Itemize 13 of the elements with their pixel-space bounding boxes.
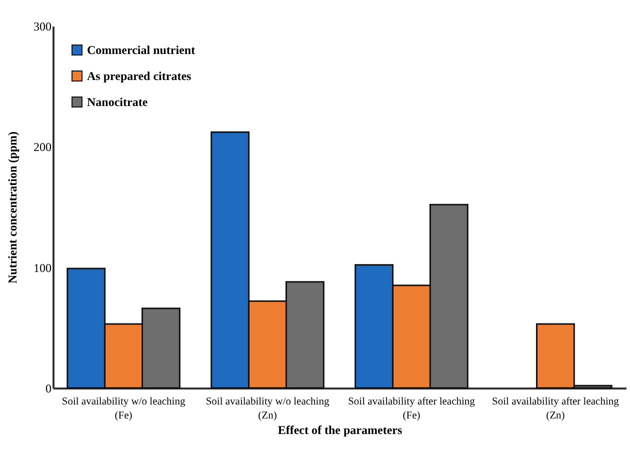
legend-label: As prepared citrates	[87, 69, 192, 83]
y-tick-label: 100	[34, 260, 52, 275]
x-axis-title: Effect of the parameters	[278, 423, 402, 437]
x-tick-label: Soil availability w/o leaching (Fe)	[62, 396, 186, 422]
legend-label: Commercial nutrient	[87, 43, 196, 57]
x-tick-label: Soil availability w/o leaching (Zn)	[206, 396, 330, 422]
y-axis-title: Nutrient concentration (ppm)	[6, 132, 20, 284]
x-tick-label: Soil availability after leaching (Zn)	[492, 396, 620, 422]
legend-label: Nanocitrate	[87, 95, 148, 109]
y-tick-label: 0	[46, 382, 52, 396]
y-tick-label: 300	[34, 20, 52, 34]
x-tick-label: Soil availability after leaching (Fe)	[348, 396, 476, 422]
y-tick-label: 200	[34, 140, 52, 154]
